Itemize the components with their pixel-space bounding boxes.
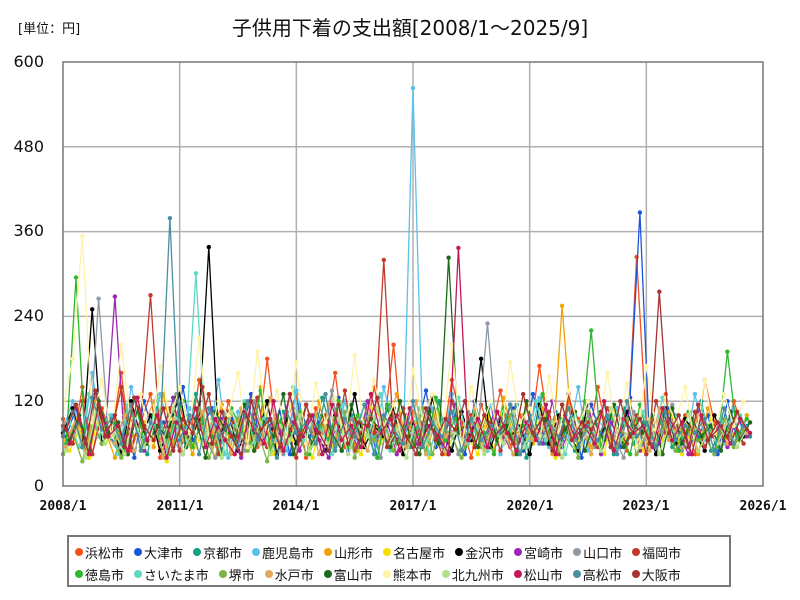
legend-marker-icon (264, 570, 273, 578)
y-tick-360: 360 (13, 221, 44, 240)
legend-marker-icon (75, 570, 83, 578)
legend-item: さいたま市 (134, 565, 209, 584)
legend-marker-icon (514, 548, 523, 556)
legend-item: 浜松市 (75, 543, 124, 562)
legend-marker-icon (75, 548, 83, 556)
gridlines (63, 62, 763, 486)
legend-marker-icon (134, 570, 143, 578)
chart-title: 子供用下着の支出額[2008/1～2025/9] (231, 16, 589, 40)
legend-item: 山形市 (324, 543, 373, 562)
legend-label: 大津市 (144, 546, 184, 562)
y-tick-0: 0 (33, 476, 44, 495)
y-tick-240: 240 (13, 306, 44, 325)
x-tick-2014: 2014/1 (272, 499, 320, 514)
legend-marker-icon (383, 548, 392, 556)
legend-label: 熊本市 (392, 568, 432, 584)
x-tick-2023: 2023/1 (622, 499, 670, 514)
legend-item: 富山市 (323, 565, 373, 584)
x-tick-2008: 2008/1 (39, 499, 87, 514)
legend-item: 大阪市 (631, 565, 681, 584)
legend-label: 金沢市 (465, 546, 505, 562)
legend-marker-icon (382, 570, 391, 578)
legend-marker-icon (573, 548, 582, 556)
series-lines (60, 85, 753, 464)
legend-marker-icon (631, 570, 640, 578)
legend-label: 徳島市 (85, 568, 125, 584)
legend-marker-icon (193, 548, 202, 556)
x-tick-2020: 2020/1 (506, 499, 554, 514)
legend-item: 堺市 (218, 565, 255, 584)
legend-label: 山形市 (334, 546, 374, 562)
legend-marker-icon (572, 570, 581, 578)
legend-marker-icon (323, 570, 332, 578)
legend-label: 京都市 (203, 546, 243, 562)
legend-item: 鹿児島市 (252, 543, 314, 562)
legend-item: 大津市 (134, 543, 183, 562)
legend-marker-icon (134, 548, 143, 556)
legend-item: 京都市 (193, 543, 242, 562)
legend-row-2: 徳島市 さいたま市 堺市 水戸市 富山市 熊本市 北九州市 松山市 高松市 大阪市 (75, 563, 725, 585)
x-tick-2017: 2017/1 (389, 499, 437, 514)
legend-label: 福岡市 (642, 546, 682, 562)
legend-marker-icon (513, 570, 522, 578)
legend-label: 浜松市 (85, 546, 125, 562)
legend-item: 松山市 (513, 565, 563, 584)
x-tick-2011: 2011/1 (156, 499, 204, 514)
legend-label: さいたま市 (144, 568, 209, 584)
legend-item: 名古屋市 (383, 543, 445, 562)
legend-label: 名古屋市 (393, 546, 446, 562)
legend-label: 松山市 (523, 568, 563, 584)
legend-marker-icon (441, 570, 450, 578)
legend-label: 高松市 (582, 568, 622, 584)
plot-border (62, 61, 764, 487)
y-tick-120: 120 (13, 391, 44, 410)
legend-item: 福岡市 (632, 543, 681, 562)
legend-label: 山口市 (583, 546, 623, 562)
legend-item: 北九州市 (441, 565, 504, 584)
legend: 浜松市 大津市 京都市 鹿児島市 山形市 名古屋市 金沢市 宮崎市 山口市 福岡市 徳島市 さいたま… (67, 535, 731, 587)
legend-item: 高松市 (572, 565, 622, 584)
legend-row-1: 浜松市 大津市 京都市 鹿児島市 山形市 名古屋市 金沢市 宮崎市 山口市 福岡市 (75, 541, 725, 563)
legend-item: 水戸市 (264, 565, 314, 584)
legend-item: 徳島市 (75, 565, 124, 584)
legend-item: 熊本市 (382, 565, 432, 584)
legend-item: 山口市 (573, 543, 622, 562)
legend-marker-icon (324, 548, 333, 556)
legend-marker-icon (455, 548, 464, 556)
y-tick-480: 480 (13, 137, 44, 156)
legend-marker-icon (252, 548, 261, 556)
legend-marker-icon (632, 548, 641, 556)
y-tick-600: 600 (13, 52, 44, 71)
legend-label: 水戸市 (274, 568, 314, 584)
legend-marker-icon (218, 570, 227, 578)
x-tick-2026: 2026/1 (739, 499, 787, 514)
legend-label: 鹿児島市 (262, 546, 315, 562)
legend-label: 宮崎市 (524, 546, 564, 562)
legend-label: 堺市 (228, 568, 255, 584)
unit-label: [単位：円] (18, 22, 81, 37)
legend-item: 金沢市 (455, 543, 504, 562)
legend-label: 富山市 (333, 568, 373, 584)
legend-label: 北九州市 (451, 568, 504, 584)
legend-item: 宮崎市 (514, 543, 563, 562)
legend-label: 大阪市 (641, 568, 681, 584)
